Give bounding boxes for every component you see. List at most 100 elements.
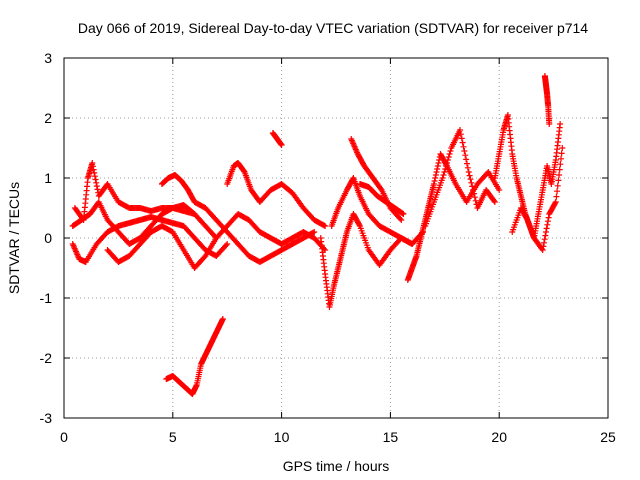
data-point (542, 232, 549, 239)
data-point (541, 236, 548, 243)
data-point (559, 145, 566, 151)
data-point (463, 156, 470, 163)
chart-title: Day 066 of 2019, Sidereal Day-to-day VTE… (78, 20, 588, 36)
data-point (93, 183, 100, 190)
data-point (491, 199, 498, 205)
data-point (545, 214, 552, 221)
data-point (470, 190, 477, 197)
data-point (322, 223, 329, 229)
data-point (467, 176, 474, 183)
data-point (92, 176, 99, 183)
data-points (69, 73, 566, 397)
x-tick-label: 10 (274, 429, 290, 445)
data-point (557, 155, 564, 162)
data-point (557, 121, 564, 127)
data-point (463, 160, 470, 167)
data-point (543, 225, 550, 232)
series-track-f (224, 160, 329, 229)
data-point (446, 151, 453, 157)
data-point (459, 139, 466, 146)
x-axis-label: GPS time / hours (283, 458, 390, 474)
data-point (471, 194, 478, 201)
x-tick-label: 25 (600, 429, 616, 445)
x-tick-label: 0 (60, 429, 68, 445)
data-point (440, 172, 447, 178)
data-point (457, 131, 464, 138)
data-point (539, 247, 546, 253)
x-tick-label: 20 (491, 429, 507, 445)
data-point (445, 154, 452, 160)
data-point (457, 127, 464, 133)
data-point (496, 187, 503, 193)
data-point (556, 166, 563, 173)
series-track-e (158, 172, 318, 265)
series-track-b (71, 160, 198, 223)
data-point (464, 164, 471, 171)
data-point (462, 152, 469, 159)
data-point (556, 172, 563, 178)
data-point (432, 175, 439, 181)
data-point (434, 166, 441, 172)
y-tick-label: -1 (40, 290, 53, 306)
data-point (470, 187, 477, 193)
data-point (442, 166, 449, 172)
series-track-c (69, 214, 231, 265)
axis-ticks: 0 5 10 15 20 25 -3 -2 -1 0 1 2 3 (40, 50, 616, 445)
data-point (400, 211, 407, 217)
data-point (219, 316, 226, 322)
data-point (554, 188, 561, 195)
series-track-h (163, 316, 226, 397)
data-point (79, 215, 86, 222)
data-point (542, 229, 549, 235)
data-point (461, 148, 468, 154)
data-point (223, 242, 230, 249)
data-point (558, 150, 565, 157)
data-point (441, 169, 448, 175)
series-track-k (348, 136, 405, 223)
series-track-d (104, 211, 329, 271)
series-track-m (404, 151, 503, 283)
data-point (468, 179, 475, 186)
data-point (544, 218, 551, 225)
x-tick-label: 5 (169, 429, 177, 445)
data-point (546, 121, 553, 127)
data-point (443, 163, 450, 169)
data-point (435, 160, 442, 166)
data-point (544, 221, 551, 228)
data-point (433, 169, 440, 175)
data-point (447, 148, 454, 154)
y-tick-label: 0 (44, 230, 52, 246)
y-tick-label: -2 (40, 350, 53, 366)
grid (64, 58, 608, 418)
data-point (460, 143, 467, 150)
data-point (91, 173, 98, 180)
data-point (443, 160, 450, 166)
data-point (311, 229, 318, 235)
data-point (89, 160, 96, 166)
data-point (90, 166, 97, 173)
data-point (430, 181, 437, 187)
data-point (91, 169, 98, 176)
data-point (444, 157, 451, 163)
y-axis-label: SDTVAR / TECUs (6, 182, 22, 294)
data-point (89, 163, 96, 170)
plot-frame (63, 57, 609, 419)
series-track-n (422, 127, 498, 229)
data-point (397, 215, 404, 222)
data-point (191, 211, 198, 217)
data-point (541, 239, 548, 246)
data-point (540, 243, 547, 250)
data-point (466, 172, 473, 179)
data-point (552, 200, 559, 207)
data-point (94, 186, 101, 193)
data-point (555, 177, 562, 184)
series-track-g (269, 130, 285, 148)
data-point (553, 193, 560, 200)
data-point (554, 182, 561, 189)
data-point (523, 215, 530, 222)
data-point (432, 172, 439, 178)
data-point (557, 161, 564, 168)
data-point (469, 183, 476, 190)
data-point (458, 135, 465, 142)
